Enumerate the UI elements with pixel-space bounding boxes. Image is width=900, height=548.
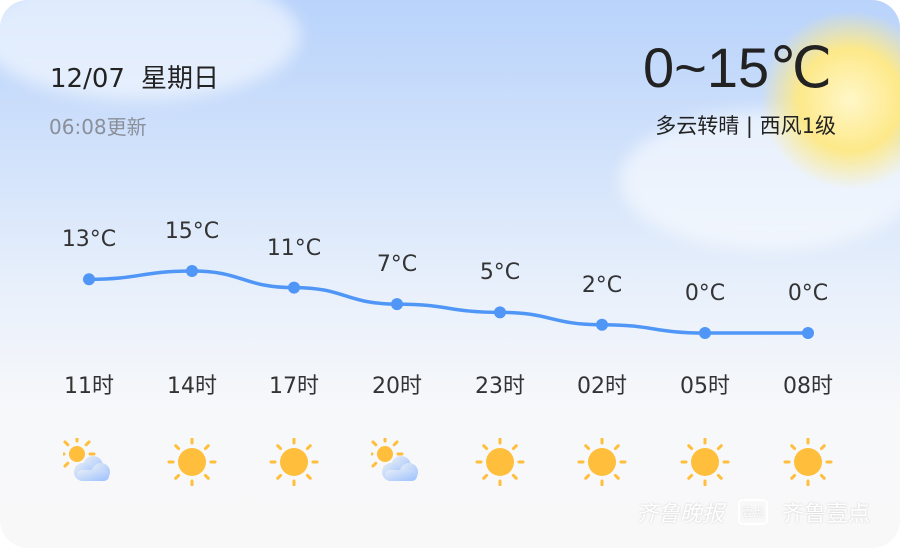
watermark-badge: 壹点	[737, 499, 768, 525]
temp-point	[288, 281, 300, 294]
temp-point	[83, 273, 95, 286]
temp-label: 15°C	[164, 219, 220, 245]
temp-line	[88, 269, 808, 335]
sun-icon	[474, 437, 526, 487]
temp-label: 11°C	[266, 235, 322, 261]
temp-point	[699, 327, 711, 339]
temp-point	[802, 327, 814, 339]
weekday: 星期日	[140, 64, 219, 94]
date: 12/07 星期日	[50, 58, 235, 95]
temp-point	[596, 318, 608, 331]
condition: 多云转晴 | 西风1级	[655, 114, 836, 138]
sun-icon	[268, 437, 320, 487]
time-label: 02时	[577, 374, 627, 399]
temp-point	[391, 298, 403, 311]
sun-icon	[166, 437, 218, 487]
update-time: 06:08更新	[49, 115, 147, 139]
sun-icon	[576, 437, 628, 487]
time-label: 08时	[783, 374, 833, 399]
time-label: 11时	[64, 374, 114, 399]
temp-point	[494, 306, 506, 319]
sun-glow	[760, 10, 900, 190]
temp-label: 5°C	[479, 260, 521, 286]
temp-label: 13°C	[61, 227, 117, 253]
temp-label: 0°C	[787, 281, 829, 306]
sun-icon	[782, 437, 834, 487]
partly-cloudy-icon	[58, 435, 115, 486]
watermark-right: 齐鲁壹点	[781, 502, 870, 527]
temp-label: 2°C	[581, 272, 623, 298]
sun-icon	[679, 437, 731, 487]
temp-label: 7°C	[376, 252, 418, 278]
temp-label: 0°C	[684, 281, 726, 306]
time-label: 17时	[269, 374, 319, 399]
date-text: 12/07	[50, 64, 125, 94]
time-label: 05时	[680, 374, 730, 399]
partly-cloudy-icon	[366, 435, 423, 486]
temp-point	[186, 265, 198, 278]
watermark: 齐鲁晚报 壹点 齐鲁壹点	[636, 496, 870, 528]
time-label: 23时	[475, 374, 525, 399]
watermark-left: 齐鲁晚报	[635, 502, 724, 527]
time-label: 20时	[372, 374, 422, 399]
temp-range: 0~15℃	[642, 36, 832, 99]
time-label: 14时	[167, 374, 217, 399]
